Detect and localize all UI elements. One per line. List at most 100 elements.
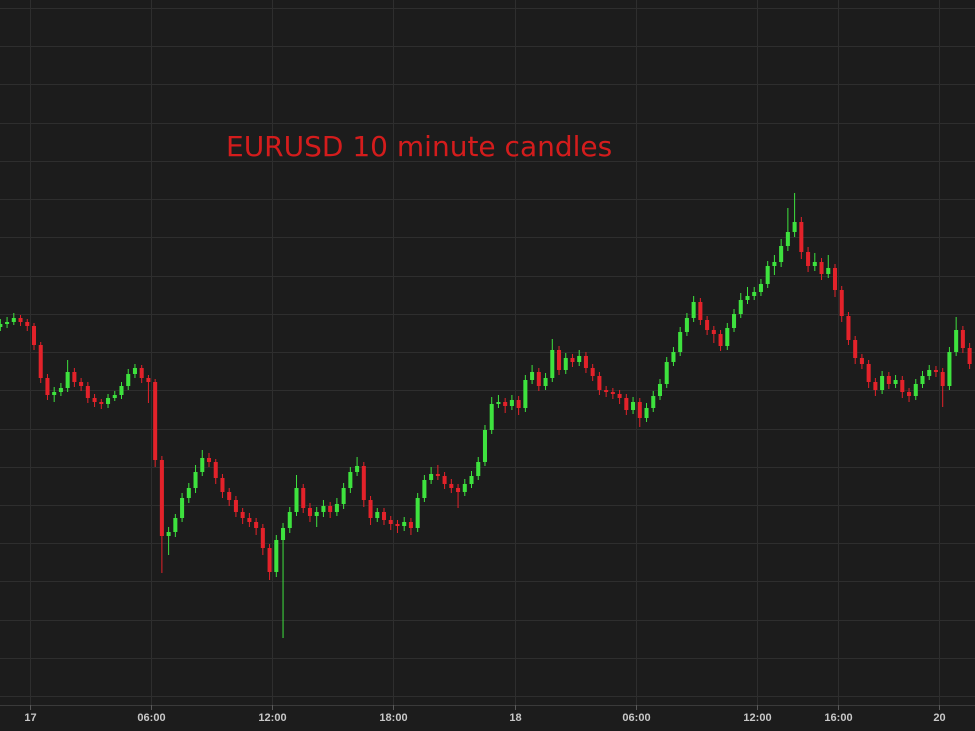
candle-body: [240, 512, 245, 518]
candle-body: [637, 402, 642, 418]
x-tick-label: 12:00: [258, 712, 286, 724]
x-tick-label: 06:00: [137, 712, 165, 724]
candle-body: [927, 370, 932, 376]
candle-body: [893, 380, 898, 384]
candle-body: [206, 458, 212, 462]
x-tick-label: 12:00: [743, 712, 771, 724]
candle-body: [0, 324, 3, 327]
candle-body: [631, 402, 636, 410]
candle-body: [25, 322, 30, 326]
candle-body: [99, 402, 104, 404]
candle-body: [853, 340, 858, 358]
candle-body: [826, 268, 831, 274]
candle-body: [846, 316, 851, 340]
candle-body: [233, 500, 238, 512]
candle-body: [18, 318, 23, 322]
candle-body: [85, 386, 90, 398]
x-tick-label: 20: [933, 712, 945, 724]
candle-body: [597, 376, 602, 390]
candle-body: [503, 402, 508, 406]
candle-body: [664, 362, 669, 384]
candle-body: [550, 350, 555, 378]
candle-body: [556, 350, 562, 370]
candle-body: [395, 524, 400, 526]
candle-body: [933, 370, 938, 372]
candle-body: [334, 504, 339, 512]
candle-body: [886, 376, 891, 384]
candle-body: [563, 358, 568, 370]
candle-body: [72, 372, 77, 382]
candle-body: [132, 368, 137, 374]
candle-body: [738, 300, 743, 314]
candle-body: [462, 484, 467, 492]
candle-body: [732, 314, 737, 328]
candle-body: [866, 364, 871, 382]
candle-body: [422, 480, 427, 498]
candle-body: [482, 430, 487, 462]
candle-body: [832, 268, 838, 290]
candle-body: [839, 290, 844, 316]
candle-body: [307, 508, 312, 516]
candle-body: [200, 458, 205, 472]
candle-body: [153, 382, 158, 460]
candle-body: [624, 398, 629, 410]
candle-body: [772, 262, 777, 266]
candle-body: [752, 292, 757, 296]
candle-body: [314, 512, 319, 516]
x-axis: 17 06:00 12:00 18:00 18 06:00 12:00 16:00 20: [24, 705, 946, 724]
x-tick-label: 18: [509, 712, 521, 724]
candle-body: [651, 396, 656, 408]
candle-body: [267, 548, 272, 572]
candle-body: [449, 484, 454, 488]
candle-body: [476, 462, 481, 476]
candle-body: [227, 492, 232, 500]
candle-body: [5, 322, 10, 324]
candle-body: [106, 398, 111, 404]
candle-body: [301, 488, 306, 508]
candle-body: [213, 462, 218, 478]
candle-body: [341, 488, 346, 504]
candle-body: [173, 518, 178, 532]
candle-body: [193, 472, 198, 488]
x-tick-label: 06:00: [622, 712, 650, 724]
candle-body: [31, 326, 37, 345]
candle-body: [388, 520, 393, 524]
candle-body: [913, 384, 918, 396]
candle-body: [180, 498, 185, 518]
candle-body: [355, 466, 360, 472]
candle-body: [880, 376, 885, 390]
candle-body: [779, 246, 784, 262]
candle-body: [260, 528, 265, 548]
x-tick-label: 18:00: [379, 712, 407, 724]
candle-body: [745, 296, 750, 300]
candle-body: [348, 472, 353, 488]
candle-body: [166, 532, 171, 536]
candle-body: [516, 400, 521, 408]
candle-body: [415, 498, 420, 528]
candle-body: [530, 372, 535, 380]
candle-body: [368, 500, 373, 518]
candle-body: [577, 356, 582, 362]
candle-body: [644, 408, 649, 418]
candle-body: [274, 540, 279, 572]
candle-body: [469, 476, 474, 484]
candle-body: [11, 318, 16, 322]
candle-body: [375, 512, 380, 518]
candle-body: [58, 388, 63, 392]
candle-body: [967, 348, 972, 364]
candle-body: [705, 320, 710, 330]
candle-body: [281, 528, 286, 540]
candle-body: [45, 378, 50, 395]
candle-body: [287, 512, 292, 528]
x-tick-label: 16:00: [824, 712, 852, 724]
candle-body: [711, 330, 716, 334]
candle-body: [509, 400, 514, 406]
candle-body: [678, 332, 683, 352]
candle-body: [873, 382, 878, 390]
candle-body: [812, 262, 817, 266]
candle-body: [146, 378, 151, 382]
candle-body: [859, 358, 864, 364]
candle-body: [38, 345, 43, 378]
